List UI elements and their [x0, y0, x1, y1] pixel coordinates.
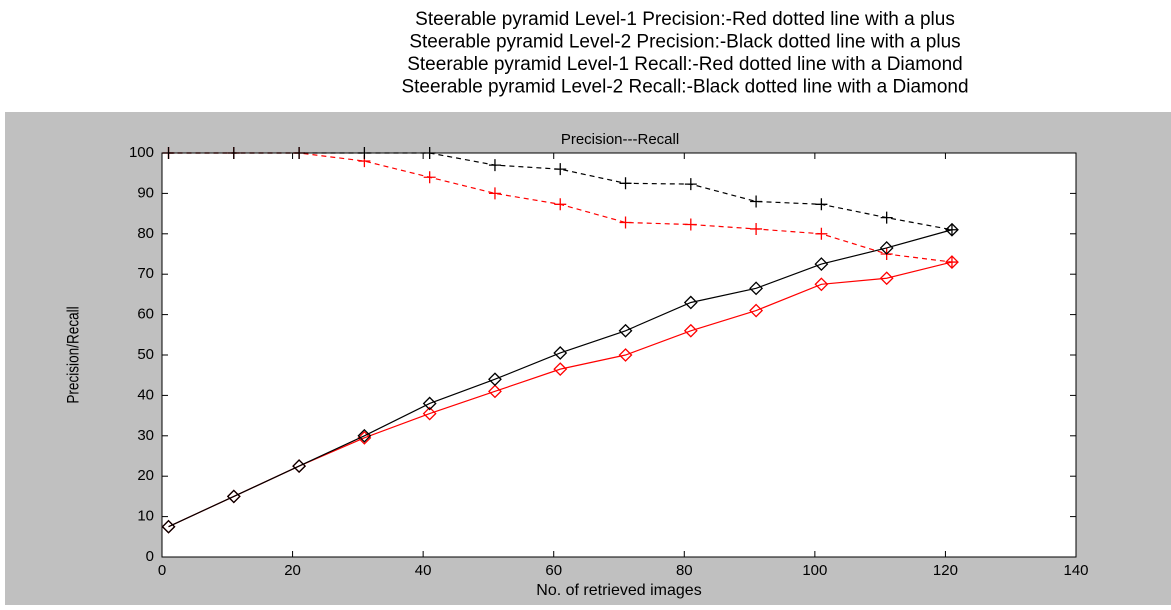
x-tick-label: 140 [1063, 562, 1088, 579]
marker [226, 489, 241, 504]
y-tick-label: 100 [129, 144, 154, 161]
legend-entry: Steerable pyramid Level-1 Recall:-Red do… [407, 54, 963, 75]
y-tick-label: 20 [137, 467, 154, 484]
x-tick-label: 120 [933, 562, 958, 579]
marker [553, 346, 568, 360]
marker [815, 227, 828, 240]
legend-entry: Steerable pyramid Level-2 Recall:-Black … [401, 77, 968, 98]
x-tick-label: 40 [415, 562, 432, 579]
marker [683, 295, 698, 310]
marker [422, 406, 437, 421]
marker [814, 257, 829, 272]
y-tick-label: 0 [146, 548, 154, 565]
marker [162, 147, 175, 159]
y-tick-label: 80 [137, 225, 154, 242]
marker [488, 159, 501, 172]
y-axis-label: Precision/Recall [64, 306, 83, 403]
x-tick-label: 80 [676, 562, 693, 579]
x-tick-label: 100 [802, 562, 827, 579]
y-tick-label: 30 [137, 427, 154, 444]
marker [619, 216, 632, 229]
marker [357, 428, 372, 443]
marker [749, 281, 764, 296]
marker [553, 362, 568, 377]
marker [423, 147, 436, 159]
chart-title: Precision---Recall [561, 131, 679, 148]
legend-entry: Steerable pyramid Level-2 Precision:-Bla… [409, 32, 960, 53]
marker [814, 277, 829, 292]
marker [161, 519, 176, 534]
y-tick-label: 40 [137, 386, 154, 403]
y-tick-label: 10 [137, 508, 154, 525]
x-tick-label: 20 [284, 562, 301, 579]
marker [749, 303, 764, 318]
marker [423, 171, 436, 184]
marker [879, 271, 894, 286]
marker [422, 396, 437, 411]
marker [684, 178, 697, 191]
series-line [168, 229, 953, 528]
marker [488, 187, 501, 200]
marker [554, 163, 567, 176]
marker [684, 218, 697, 231]
x-tick-label: 60 [545, 562, 562, 579]
marker [292, 459, 307, 474]
marker [293, 147, 306, 159]
x-axis-label: No. of retrieved images [536, 582, 701, 599]
marker [488, 384, 502, 399]
y-tick-label: 60 [137, 306, 154, 323]
marker [945, 255, 959, 269]
marker [880, 211, 893, 224]
marker [227, 147, 240, 159]
marker [750, 222, 763, 235]
marker [750, 195, 763, 208]
marker [945, 222, 959, 237]
marker [815, 198, 828, 211]
marker [554, 198, 567, 211]
marker [619, 177, 632, 190]
y-tick-label: 70 [137, 265, 154, 282]
marker [357, 430, 372, 445]
legend-entry: Steerable pyramid Level-1 Precision:-Red… [415, 9, 955, 30]
marker [488, 372, 502, 387]
x-tick-label: 0 [158, 562, 166, 579]
y-tick-label: 90 [137, 184, 154, 201]
marker [683, 323, 698, 338]
marker [618, 323, 633, 338]
y-tick-label: 50 [137, 346, 154, 363]
marker [358, 147, 371, 159]
marker [879, 241, 894, 255]
marker [618, 348, 633, 362]
